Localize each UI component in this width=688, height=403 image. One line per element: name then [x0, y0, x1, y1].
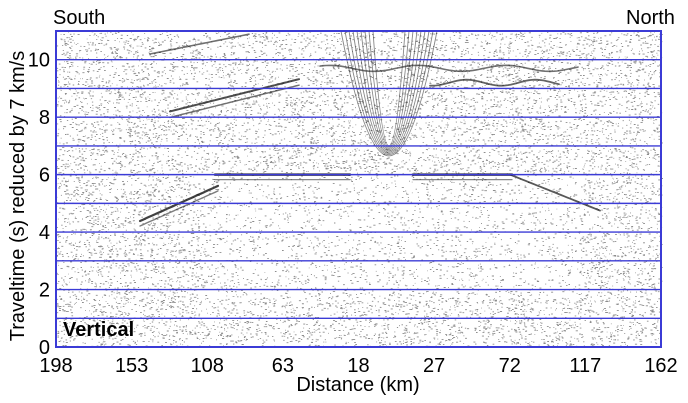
y-gridlines: [56, 59, 661, 319]
y-tick-labels: 0 2 4 6 8 10: [28, 50, 50, 359]
south-label: South: [53, 7, 105, 29]
x-tick-label: 198: [39, 355, 72, 377]
plot-frame: [55, 30, 662, 348]
x-tick-label: 63: [272, 355, 294, 377]
y-tick-label: 0: [39, 337, 50, 359]
x-tick-label: 153: [115, 355, 148, 377]
x-tick-label: 108: [191, 355, 224, 377]
x-tick-labels: 198 153 108 63 18 27 72 117 162: [39, 355, 677, 377]
y-axis-title: Traveltime (s) reduced by 7 km/s: [7, 51, 29, 341]
y-tick-label: 6: [39, 165, 50, 187]
x-tick-label: 162: [644, 355, 677, 377]
y-tick-label: 8: [39, 107, 50, 129]
component-label: Vertical: [63, 319, 134, 341]
y-tick-label: 2: [39, 280, 50, 302]
y-tick-label: 4: [39, 222, 50, 244]
y-tick-label: 10: [28, 50, 50, 72]
x-tick-label: 18: [347, 355, 369, 377]
x-tick-label: 117: [569, 355, 601, 377]
x-tick-label: 72: [499, 355, 521, 377]
x-tick-label: 27: [423, 355, 445, 377]
north-label: North: [626, 7, 675, 29]
x-axis-title: Distance (km): [296, 374, 419, 396]
seismic-plot-area: [55, 30, 663, 348]
